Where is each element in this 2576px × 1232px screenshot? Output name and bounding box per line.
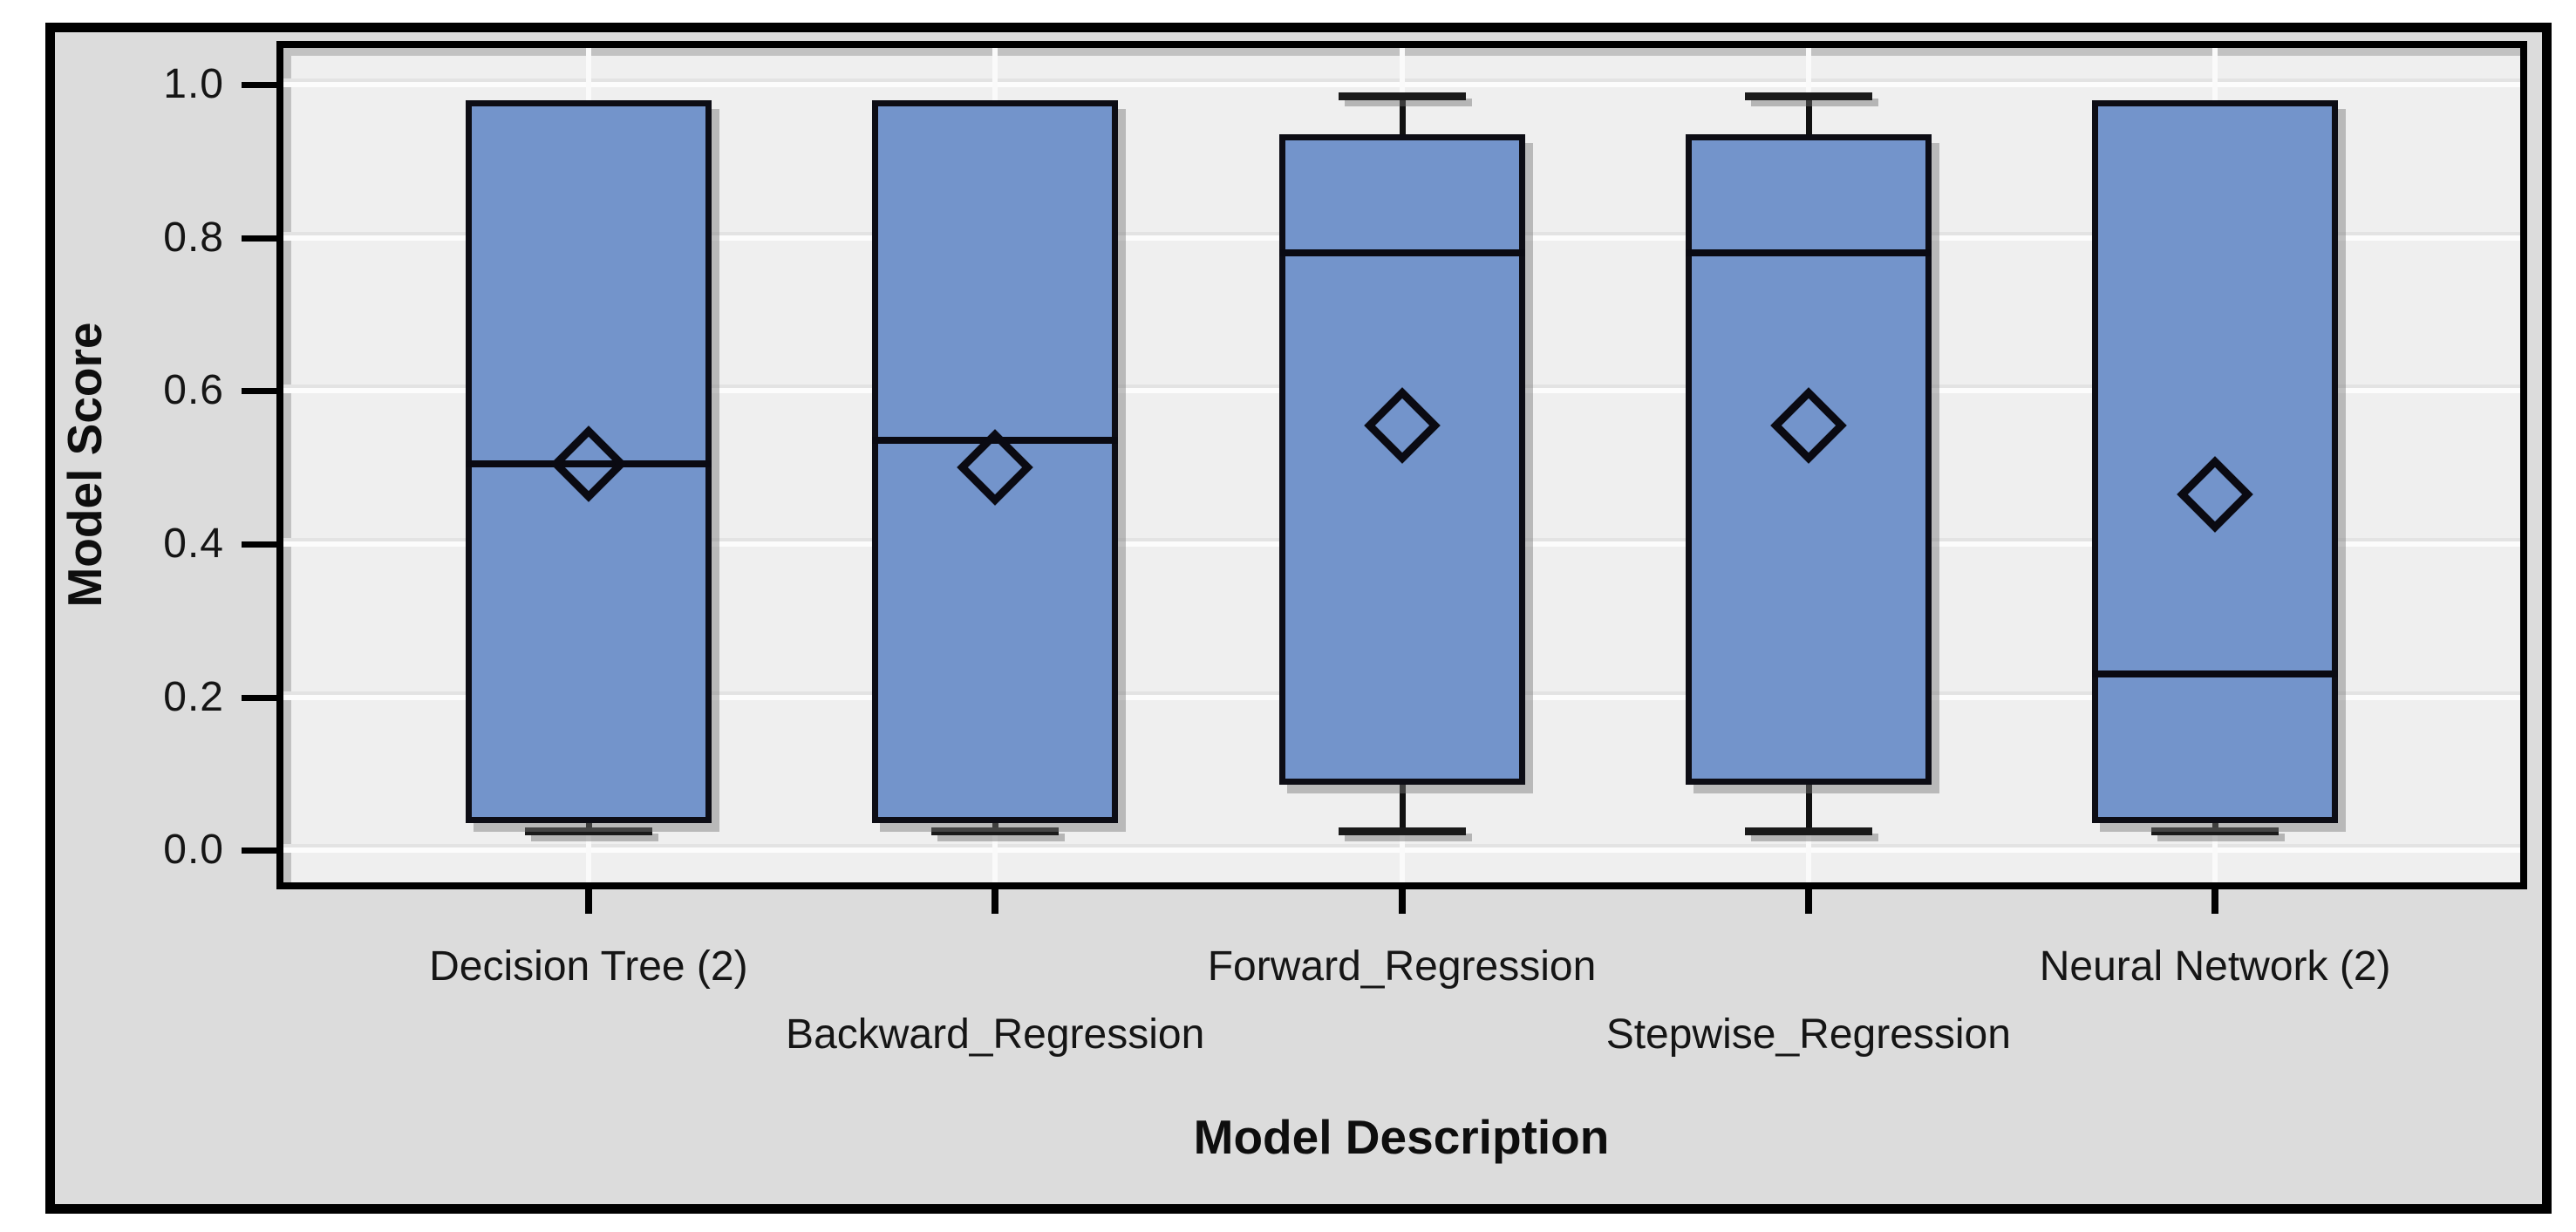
lower-whisker-line [1805,785,1812,832]
y-axis-title: Model Score [58,322,112,608]
x-axis-category-label: Decision Tree (2) [429,943,748,990]
upper-whisker-line [1805,96,1812,135]
lower-whisker-line [1399,785,1406,832]
y-axis-tick-label: 1.0 [163,61,224,108]
x-axis-tick [2211,882,2219,914]
median-line [2092,670,2339,678]
median-line [1685,249,1932,257]
x-axis-title-row: Model Description [113,1109,2576,1165]
x-axis-title: Model Description [1193,1110,1610,1164]
lower-whisker-cap [931,827,1060,836]
x-axis-tick [1398,882,1406,914]
upper-whisker-cap [1338,92,1466,101]
median-line [465,459,712,467]
box [2092,99,2339,824]
x-axis-tick [1804,882,1812,914]
y-axis-tick-label: 0.0 [163,827,224,874]
plot-area [276,41,2527,889]
lower-whisker-cap [524,827,652,836]
upper-whisker-cap [1744,92,1872,101]
box [1685,134,1932,786]
x-axis-category-label: Backward_Regression [786,1011,1205,1058]
median-line [872,437,1119,445]
x-axis-tick [584,882,592,914]
y-axis-tick [242,235,283,242]
lower-whisker-line [992,823,999,832]
y-axis-tick-label: 0.6 [163,367,224,414]
lower-whisker-cap [1744,827,1872,836]
y-axis-tick [242,388,283,395]
y-axis-tick [242,541,283,548]
y-axis-tick-label: 0.8 [163,214,224,261]
lower-whisker-line [2212,823,2219,832]
x-axis-category-label: Neural Network (2) [2039,943,2391,990]
y-axis-tick-label: 0.4 [163,520,224,567]
upper-whisker-line [1399,96,1406,135]
median-line [1278,249,1525,257]
y-axis-tick [242,82,283,89]
y-axis-tick [242,847,283,854]
x-axis-category-label: Forward_Regression [1207,943,1597,990]
x-axis-tick [992,882,999,914]
x-axis-category-label: Stepwise_Regression [1605,1011,2011,1058]
box [872,99,1119,824]
y-axis-tick-label: 0.2 [163,673,224,720]
lower-whisker-line [585,823,592,832]
lower-whisker-cap [1338,827,1466,836]
lower-whisker-cap [2151,827,2280,836]
box [1278,134,1525,786]
y-axis-tick [242,694,283,701]
